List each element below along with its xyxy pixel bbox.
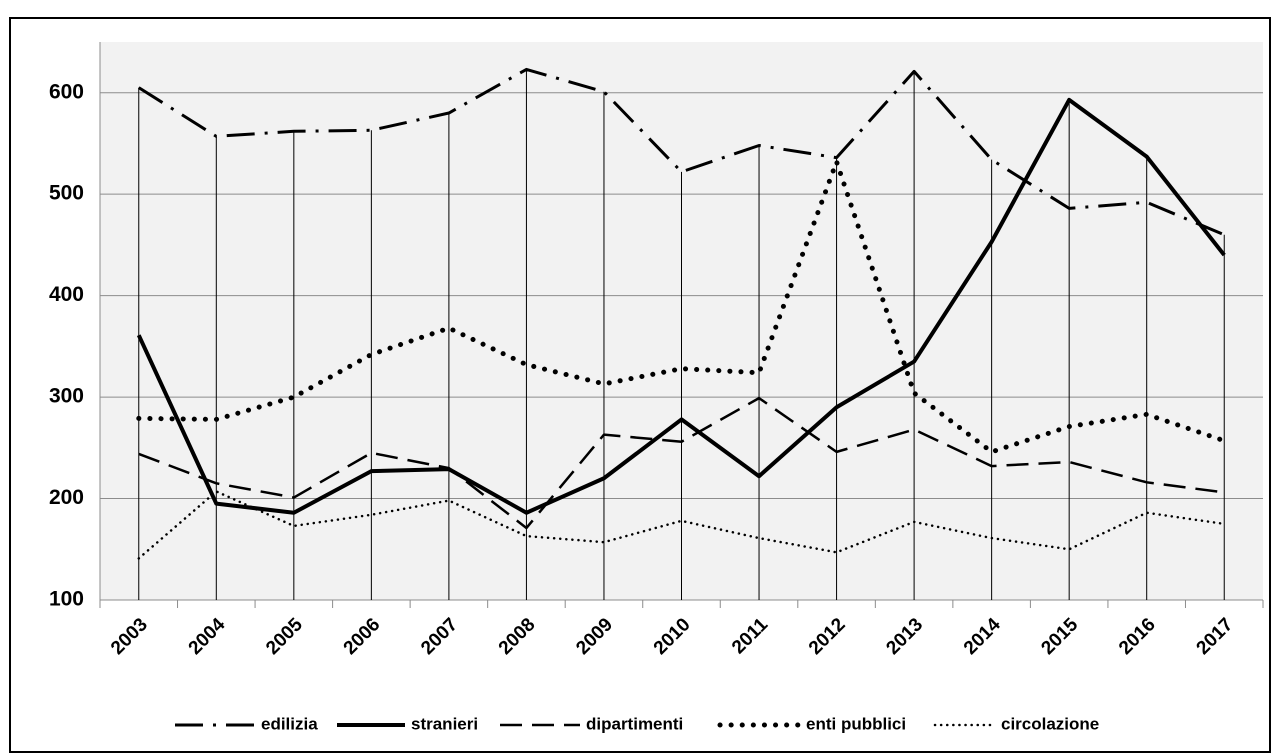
series-line [136, 97, 1226, 515]
y-tick-label: 400 [49, 283, 84, 306]
y-tick-label: 300 [49, 385, 84, 408]
y-tick-label: 200 [49, 486, 84, 509]
legend-label: enti pubblici [806, 714, 906, 733]
legend-label: circolazione [1001, 714, 1099, 733]
y-tick-label: 500 [49, 182, 84, 205]
y-tick-label: 100 [49, 588, 84, 611]
y-tick-label: 600 [49, 80, 84, 103]
series-line [137, 490, 1226, 560]
legend-label: dipartimenti [586, 714, 683, 733]
series-line [138, 396, 1225, 530]
legend-label: edilizia [261, 714, 318, 733]
series-line [136, 159, 1227, 455]
legend-label: stranieri [411, 714, 478, 733]
